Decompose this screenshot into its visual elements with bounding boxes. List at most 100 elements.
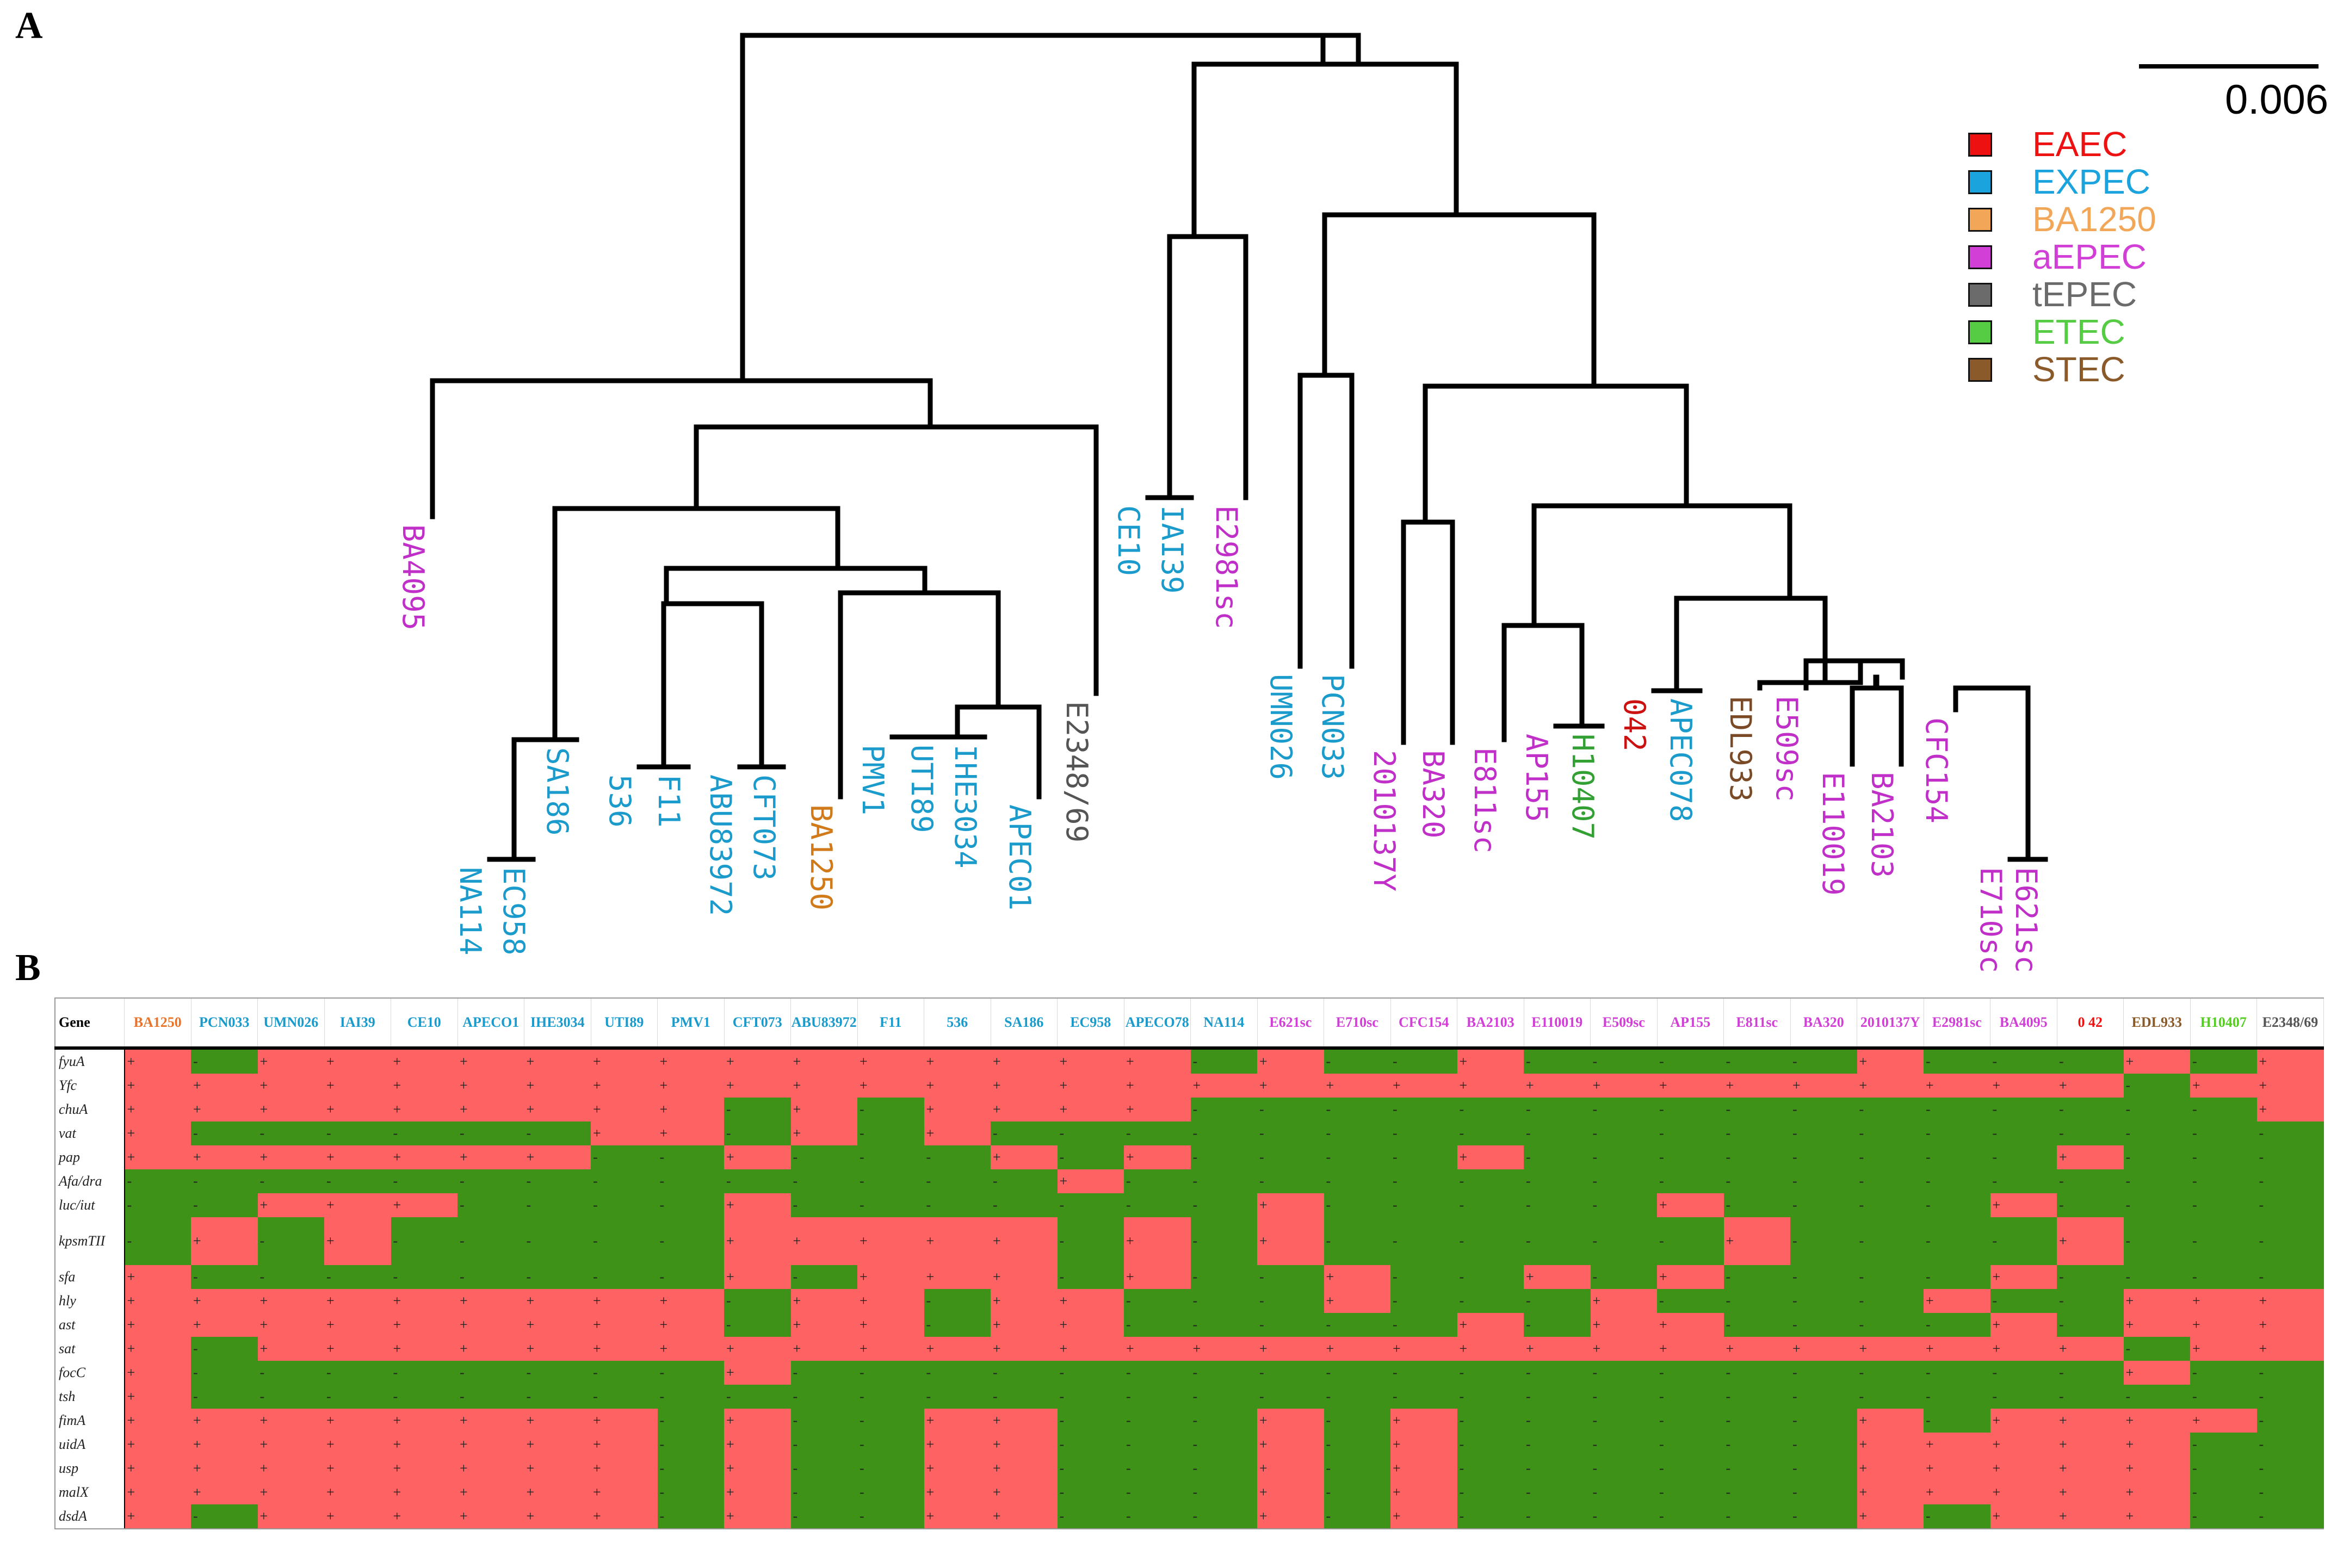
gene-present-cell: + (591, 1409, 658, 1433)
gene-present-cell: + (657, 1121, 724, 1145)
gene-absent-cell: - (324, 1169, 391, 1193)
gene-absent-cell: - (1924, 1313, 1990, 1337)
gene-present-cell: + (857, 1265, 924, 1289)
gene-absent-cell: - (1790, 1048, 1857, 1074)
gene-absent-cell: - (1057, 1145, 1124, 1169)
strain-column-header: BA4095 (1990, 997, 2057, 1050)
gene-absent-cell: - (1324, 1145, 1390, 1169)
gene-absent-cell: - (324, 1385, 391, 1409)
strain-column-header: EDL933 (2123, 997, 2191, 1050)
gene-present-cell: + (1723, 1074, 1790, 1098)
gene-absent-cell: - (1924, 1265, 1990, 1289)
gene-absent-cell: - (1190, 1098, 1257, 1121)
gene-present-cell: + (2123, 1313, 2190, 1337)
gene-present-cell: + (1857, 1048, 1924, 1074)
gene-present-cell: + (1657, 1337, 1724, 1361)
gene-absent-cell: - (1590, 1048, 1657, 1074)
gene-absent-cell: - (1457, 1121, 1524, 1145)
gene-present-cell: + (324, 1145, 391, 1169)
gene-name: dsdA (54, 1504, 125, 1529)
gene-present-cell: + (591, 1433, 658, 1457)
gene-present-cell: + (591, 1504, 658, 1529)
gene-absent-cell: - (1324, 1313, 1390, 1337)
gene-absent-cell: - (1057, 1361, 1124, 1385)
gene-present-cell: + (1457, 1337, 1524, 1361)
gene-present-cell: + (924, 1409, 991, 1433)
gene-absent-cell: - (1390, 1048, 1457, 1074)
gene-absent-cell: - (657, 1145, 724, 1169)
gene-present-cell: + (2057, 1074, 2124, 1098)
gene-present-cell: + (1657, 1313, 1724, 1337)
gene-absent-cell: - (1723, 1409, 1790, 1433)
tree-leaf-label: H10407 (1566, 734, 1600, 840)
gene-present-cell: + (257, 1048, 324, 1074)
gene-present-cell: + (924, 1457, 991, 1480)
gene-present-cell: + (591, 1480, 658, 1504)
strain-column-header: E710sc (1324, 997, 1391, 1050)
gene-absent-cell: - (1723, 1313, 1790, 1337)
gene-absent-cell: - (2057, 1193, 2124, 1217)
gene-absent-cell: - (857, 1169, 924, 1193)
gene-absent-cell: - (1457, 1193, 1524, 1217)
gene-absent-cell: - (1257, 1265, 1324, 1289)
gene-absent-cell: - (1790, 1098, 1857, 1121)
gene-present-cell: + (124, 1048, 191, 1074)
gene-present-cell: + (124, 1385, 191, 1409)
gene-absent-cell: - (991, 1193, 1058, 1217)
gene-present-cell: + (1390, 1504, 1457, 1529)
gene-present-cell: + (324, 1433, 391, 1457)
gene-absent-cell: - (1057, 1433, 1124, 1457)
gene-present-cell: + (991, 1289, 1058, 1313)
gene-absent-cell: - (1924, 1169, 1990, 1193)
gene-present-cell: + (324, 1289, 391, 1313)
gene-present-cell: + (1257, 1074, 1324, 1098)
gene-absent-cell: - (1057, 1385, 1124, 1409)
gene-present-cell: + (524, 1289, 591, 1313)
tree-leaf-label: BA320 (1416, 750, 1450, 839)
gene-absent-cell: - (1657, 1457, 1724, 1480)
gene-absent-cell: - (1990, 1361, 2057, 1385)
gene-present-cell: + (1723, 1217, 1790, 1265)
gene-present-cell: + (2123, 1433, 2190, 1457)
gene-absent-cell: - (1524, 1048, 1591, 1074)
gene-absent-cell: - (2190, 1385, 2257, 1409)
tree-leaf-label: IHE3034 (948, 745, 982, 869)
gene-absent-cell: - (2123, 1145, 2190, 1169)
gene-present-cell: + (991, 1313, 1058, 1337)
gene-absent-cell: - (1057, 1193, 1124, 1217)
gene-absent-cell: - (857, 1145, 924, 1169)
gene-absent-cell: - (1790, 1385, 1857, 1409)
gene-absent-cell: - (1457, 1217, 1524, 1265)
gene-present-cell: + (1723, 1337, 1790, 1361)
gene-absent-cell: - (391, 1265, 457, 1289)
gene-absent-cell: - (1524, 1385, 1591, 1409)
gene-present-cell: + (324, 1457, 391, 1480)
gene-absent-cell: - (457, 1169, 524, 1193)
gene-absent-cell: - (1190, 1048, 1257, 1074)
gene-present-cell: + (724, 1145, 791, 1169)
gene-absent-cell: - (591, 1169, 658, 1193)
gene-absent-cell: - (1524, 1480, 1591, 1504)
legend-swatch (1968, 283, 1992, 307)
gene-absent-cell: - (1257, 1169, 1324, 1193)
gene-absent-cell: - (1590, 1265, 1657, 1289)
gene-present-cell: + (857, 1313, 924, 1337)
gene-absent-cell: - (2190, 1504, 2257, 1529)
gene-absent-cell: - (1924, 1048, 1990, 1074)
tree-leaf-label: E2981sc (1209, 505, 1244, 629)
gene-absent-cell: - (2057, 1289, 2124, 1313)
gene-absent-cell: - (391, 1385, 457, 1409)
gene-absent-cell: - (1590, 1457, 1657, 1480)
gene-present-cell: + (1857, 1457, 1924, 1480)
gene-present-cell: + (1790, 1337, 1857, 1361)
tree-leaf-label: ABU83972 (703, 774, 738, 916)
gene-absent-cell: - (1657, 1169, 1724, 1193)
gene-absent-cell: - (2190, 1217, 2257, 1265)
gene-present-cell: + (457, 1409, 524, 1433)
gene-absent-cell: - (1524, 1217, 1591, 1265)
strain-column-header: 536 (924, 997, 991, 1050)
gene-row: Afa/dra - - - - - - - - - - - - - - + - - - - - - - - - - - - - - - - - - (54, 1169, 2324, 1193)
gene-present-cell: + (257, 1409, 324, 1433)
gene-present-cell: + (191, 1433, 258, 1457)
gene-present-cell: + (2190, 1074, 2257, 1098)
